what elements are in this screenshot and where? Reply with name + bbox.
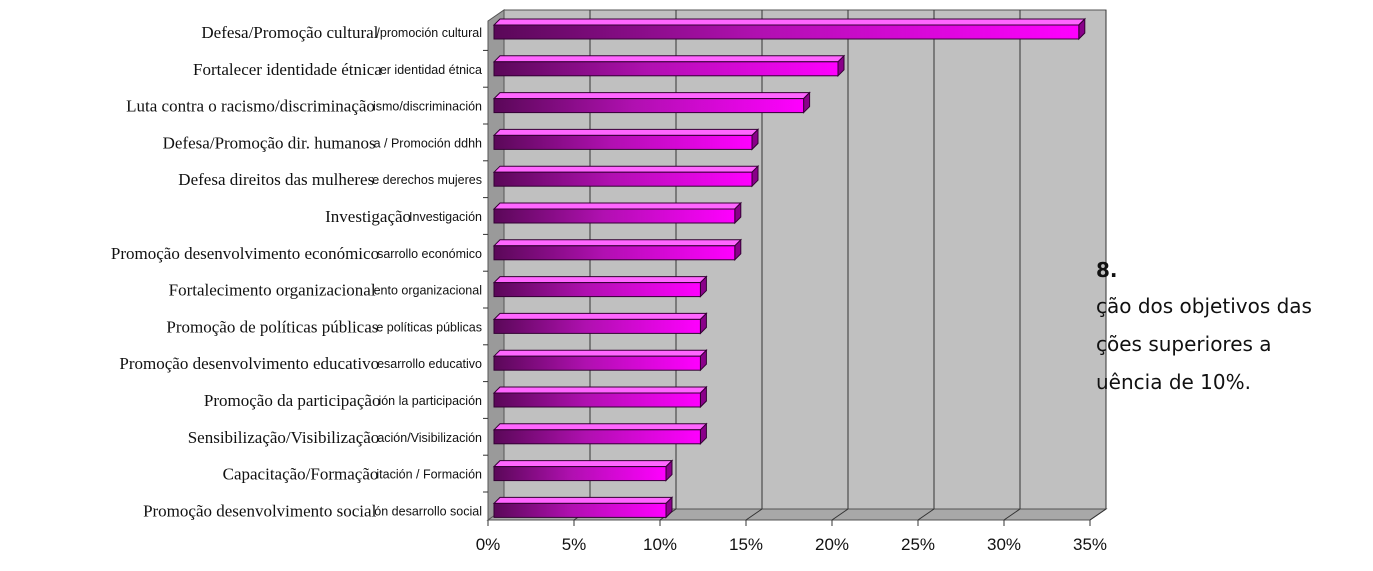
bar-top <box>492 18 1087 26</box>
gridline-floor <box>1003 508 1021 521</box>
bar <box>493 24 1080 40</box>
category-label-es: itación / Formación <box>376 468 482 482</box>
bar <box>493 61 839 77</box>
category-label-es: e derechos mujeres <box>372 173 482 187</box>
bar <box>493 134 753 150</box>
category-label-pt: Defesa/Promoção cultural <box>201 23 378 42</box>
category-label-pt: Capacitação/Formação <box>223 465 379 484</box>
bar-top <box>492 349 708 357</box>
category-label-es: er identidad étnica <box>380 63 482 77</box>
category-label-pt: Promoção desenvolvimento social <box>143 501 377 520</box>
category-label-pt: Investigação <box>325 207 411 226</box>
caption-line-2: ções superiores a <box>1096 332 1272 356</box>
category-label-es: e políticas públicas <box>376 320 482 334</box>
caption-line-1: ção dos objetivos das <box>1096 294 1312 318</box>
bar <box>493 282 701 298</box>
bar-top <box>492 165 760 173</box>
category-label-pt: Fortalecer identidade étnica <box>193 60 382 79</box>
bar-top <box>492 460 674 468</box>
bar-top <box>492 312 708 320</box>
category-label-pt: Defesa/Promoção dir. humanos <box>163 133 376 152</box>
category-label-es: Investigación <box>409 210 482 224</box>
bar <box>493 502 667 518</box>
category-label-pt: Promoção da participação <box>204 391 381 410</box>
category-label-pt: Sensibilização/Visibilização <box>188 428 380 447</box>
category-label-es: sarrollo económico <box>377 247 482 261</box>
bar <box>493 429 701 445</box>
bar-top <box>492 128 760 136</box>
bar-top <box>492 496 674 504</box>
bar-top <box>492 55 846 63</box>
category-label-es: /promoción cultural <box>376 26 482 40</box>
category-label-es: a / Promoción ddhh <box>374 136 482 150</box>
x-tick-label: 30% <box>987 535 1021 554</box>
category-label-es: ento organizacional <box>374 284 482 298</box>
category-label-es: esarrollo educativo <box>377 357 482 371</box>
bar <box>493 208 736 224</box>
category-label-pt: Promoção de políticas públicas <box>166 317 378 336</box>
category-label-pt: Promoção desenvolvimento educativo <box>119 354 379 373</box>
caption-line-3: uência de 10%. <box>1096 370 1251 394</box>
category-label-es: ación/Visibilización <box>377 431 482 445</box>
bar-top <box>492 92 811 100</box>
figure-number: 8. <box>1096 258 1118 282</box>
x-tick-label: 15% <box>729 535 763 554</box>
bar <box>493 355 701 371</box>
x-tick-label: 10% <box>643 535 677 554</box>
x-tick-label: 35% <box>1073 535 1107 554</box>
x-tick-label: 0% <box>476 535 501 554</box>
gridline-floor <box>831 508 849 521</box>
bar-top <box>492 239 743 247</box>
x-tick-label: 25% <box>901 535 935 554</box>
bar <box>493 245 736 261</box>
category-label-es: ón desarrollo social <box>374 504 482 518</box>
category-label-es: ión la participación <box>378 394 482 408</box>
x-tick-label: 20% <box>815 535 849 554</box>
category-label-es: ismo/discriminación <box>373 100 482 114</box>
x-tick-label: 5% <box>562 535 587 554</box>
bar <box>493 171 753 187</box>
bar-top <box>492 276 708 284</box>
gridline-floor <box>917 508 935 521</box>
category-label-pt: Defesa direitos das mulheres <box>178 170 374 189</box>
category-label-pt: Promoção desenvolvimento económico <box>111 244 379 263</box>
bar <box>493 466 667 482</box>
bar <box>493 98 805 114</box>
bar <box>493 318 701 334</box>
bar-top <box>492 386 708 394</box>
bar-top <box>492 423 708 431</box>
category-label-pt: Fortalecimento organizacional <box>169 281 376 300</box>
gridline-floor <box>745 508 763 521</box>
gridline-floor <box>1089 508 1107 521</box>
bar <box>493 392 701 408</box>
category-label-pt: Luta contra o racismo/discriminação <box>126 97 375 116</box>
bar-top <box>492 202 743 210</box>
